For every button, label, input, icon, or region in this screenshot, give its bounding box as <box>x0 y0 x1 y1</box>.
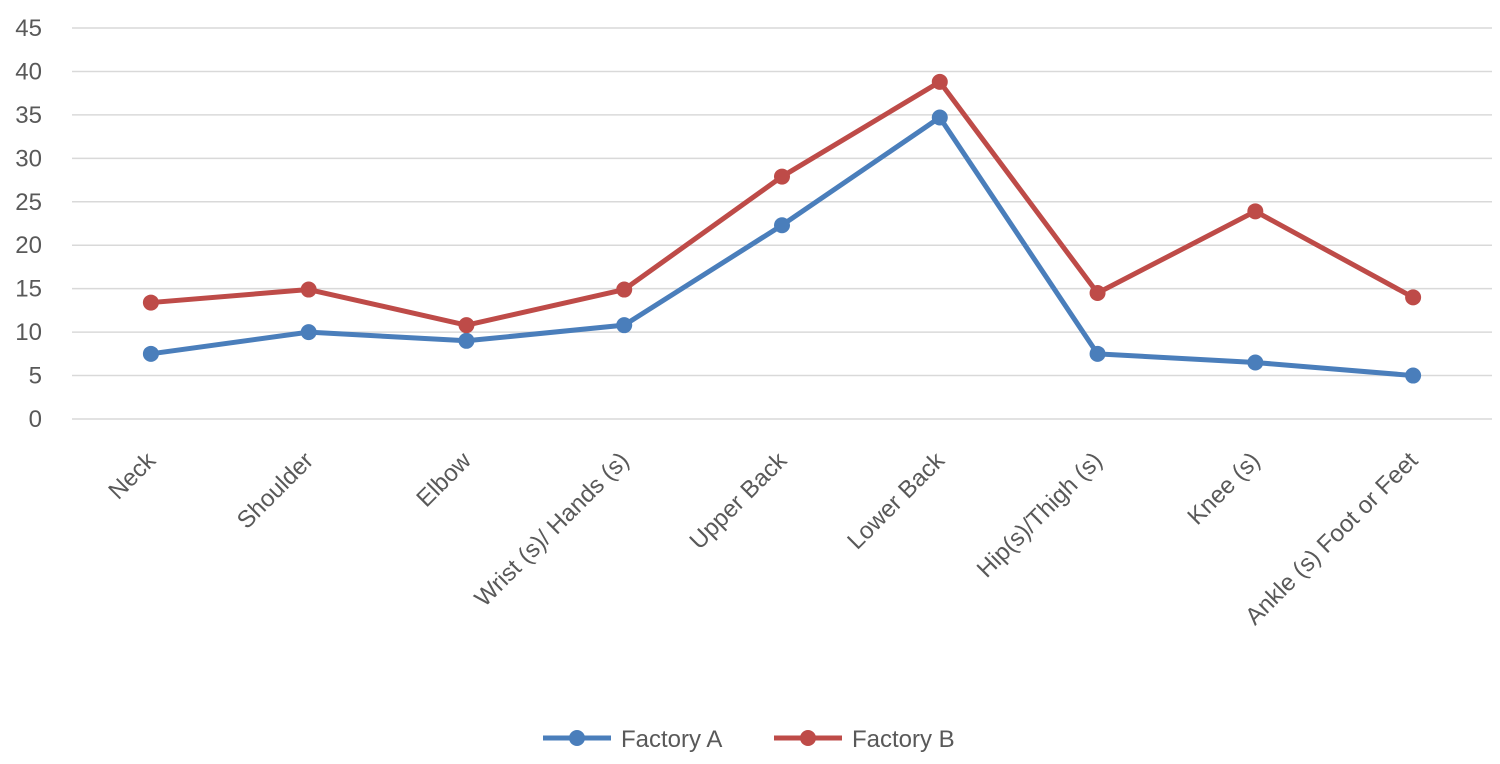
data-point <box>1405 289 1422 306</box>
y-axis-tick-labels: 0 5 10 15 20 25 30 35 40 45 <box>15 15 42 433</box>
x-tick-label: Ankle (s) Foot or Feet <box>1240 447 1423 630</box>
series-1 <box>142 73 1422 334</box>
series-0 <box>142 109 1422 384</box>
x-tick-label: Elbow <box>411 447 477 513</box>
x-tick-label: Lower Back <box>842 446 950 554</box>
data-point <box>1247 354 1264 371</box>
data-point <box>931 73 948 90</box>
y-tick-label: 5 <box>29 363 42 390</box>
data-point <box>142 294 159 311</box>
y-tick-label: 45 <box>15 15 42 42</box>
legend: Factory A Factory B <box>543 726 955 753</box>
y-tick-label: 20 <box>15 232 42 259</box>
x-tick-label: Knee (s) <box>1182 447 1265 530</box>
legend-swatch-marker <box>569 730 585 746</box>
series-line <box>148 114 1416 379</box>
x-tick-label: Neck <box>103 446 161 504</box>
legend-item: Factory B <box>774 726 955 753</box>
data-point <box>1405 367 1422 384</box>
y-tick-label: 30 <box>15 145 42 172</box>
x-tick-label: Shoulder <box>232 447 319 534</box>
data-point <box>1089 285 1106 302</box>
y-tick-label: 0 <box>29 406 42 433</box>
data-point <box>300 324 317 341</box>
legend-label: Factory A <box>621 726 722 753</box>
y-tick-label: 25 <box>15 189 42 216</box>
series-lines <box>142 73 1422 384</box>
y-tick-label: 35 <box>15 102 42 129</box>
data-point <box>458 332 475 349</box>
data-point <box>774 168 790 185</box>
legend-swatch-marker <box>800 730 816 746</box>
data-point <box>1247 203 1264 220</box>
data-point <box>1089 345 1106 362</box>
data-point <box>931 109 948 126</box>
data-point <box>142 345 159 362</box>
data-point <box>300 281 317 298</box>
y-tick-label: 15 <box>15 276 42 303</box>
data-point <box>774 217 790 234</box>
x-tick-label: Upper Back <box>684 446 792 554</box>
y-tick-label: 10 <box>15 319 42 346</box>
legend-label: Factory B <box>852 726 955 753</box>
data-point <box>616 317 633 334</box>
x-tick-label: Hip(s)/Thigh (s) <box>972 447 1108 583</box>
legend-item: Factory A <box>543 726 722 753</box>
data-point <box>458 317 475 334</box>
x-tick-label: Wrist (s)/ Hands (s) <box>470 447 635 612</box>
y-tick-label: 40 <box>15 58 42 85</box>
data-point <box>616 281 633 298</box>
